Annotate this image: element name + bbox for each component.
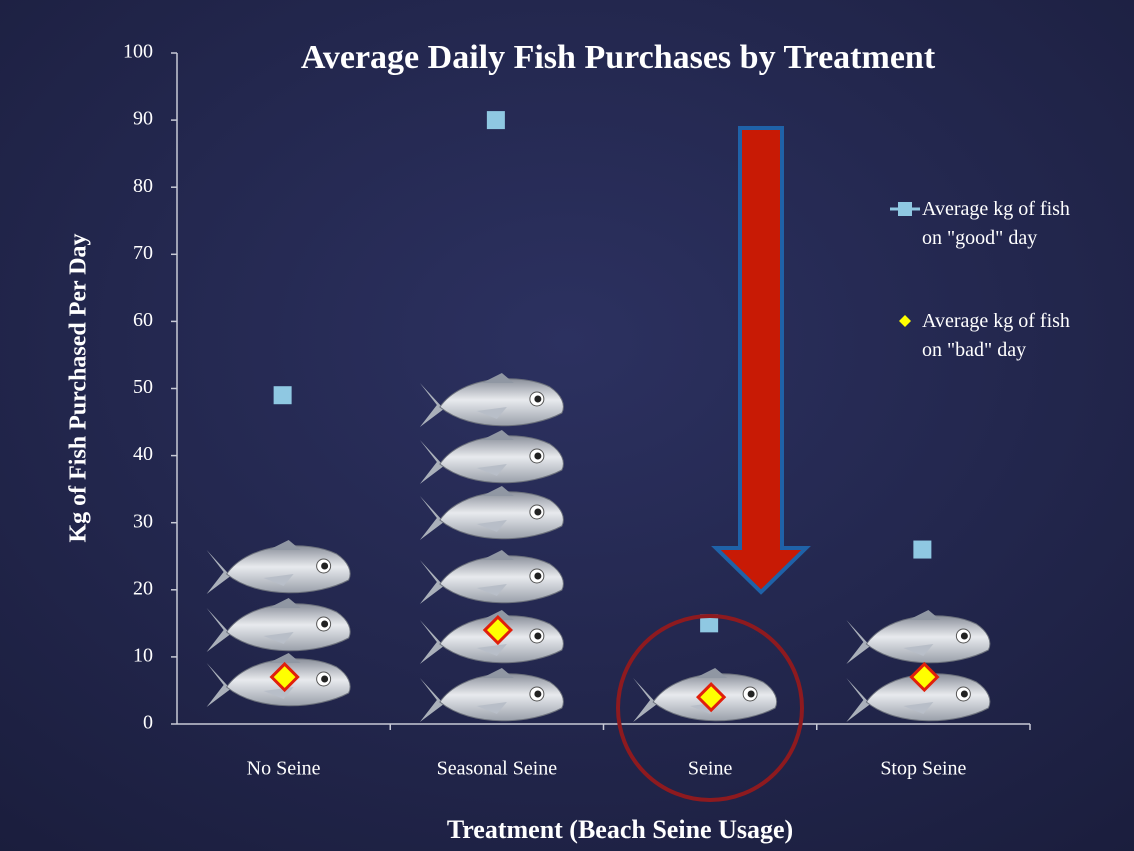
y-axis-label: Kg of Fish Purchased Per Day (66, 233, 92, 542)
y-tick-label: 20 (133, 577, 153, 599)
data-point (487, 111, 505, 129)
chart: Average Daily Fish Purchases by Treatmen… (0, 0, 1134, 851)
y-tick-label: 30 (133, 510, 153, 532)
legend-label: Average kg of fish on "good" day (922, 195, 1082, 253)
y-tick-label: 100 (123, 41, 153, 63)
x-tick-label: Stop Seine (880, 758, 966, 780)
page: Average Daily Fish Purchases by Treatmen… (0, 0, 1134, 851)
y-tick-label: 70 (133, 242, 153, 264)
chart-title: Average Daily Fish Purchases by Treatmen… (301, 39, 936, 76)
legend-label: Average kg of fish on "bad" day (922, 307, 1082, 365)
y-tick-label: 10 (133, 644, 153, 666)
y-tick-label: 80 (133, 175, 153, 197)
x-tick-label: Seine (688, 758, 733, 780)
y-tick-label: 40 (133, 443, 153, 465)
y-tick-label: 60 (133, 309, 153, 331)
legend-marker (898, 202, 912, 216)
y-tick-label: 90 (133, 108, 153, 130)
y-tick-label: 50 (133, 376, 153, 398)
data-point (274, 386, 292, 404)
x-tick-label: Seasonal Seine (437, 758, 558, 780)
data-point (913, 541, 931, 559)
y-tick-label: 0 (143, 712, 153, 734)
x-axis-label: Treatment (Beach Seine Usage) (447, 815, 793, 844)
x-tick-label: No Seine (247, 758, 321, 780)
